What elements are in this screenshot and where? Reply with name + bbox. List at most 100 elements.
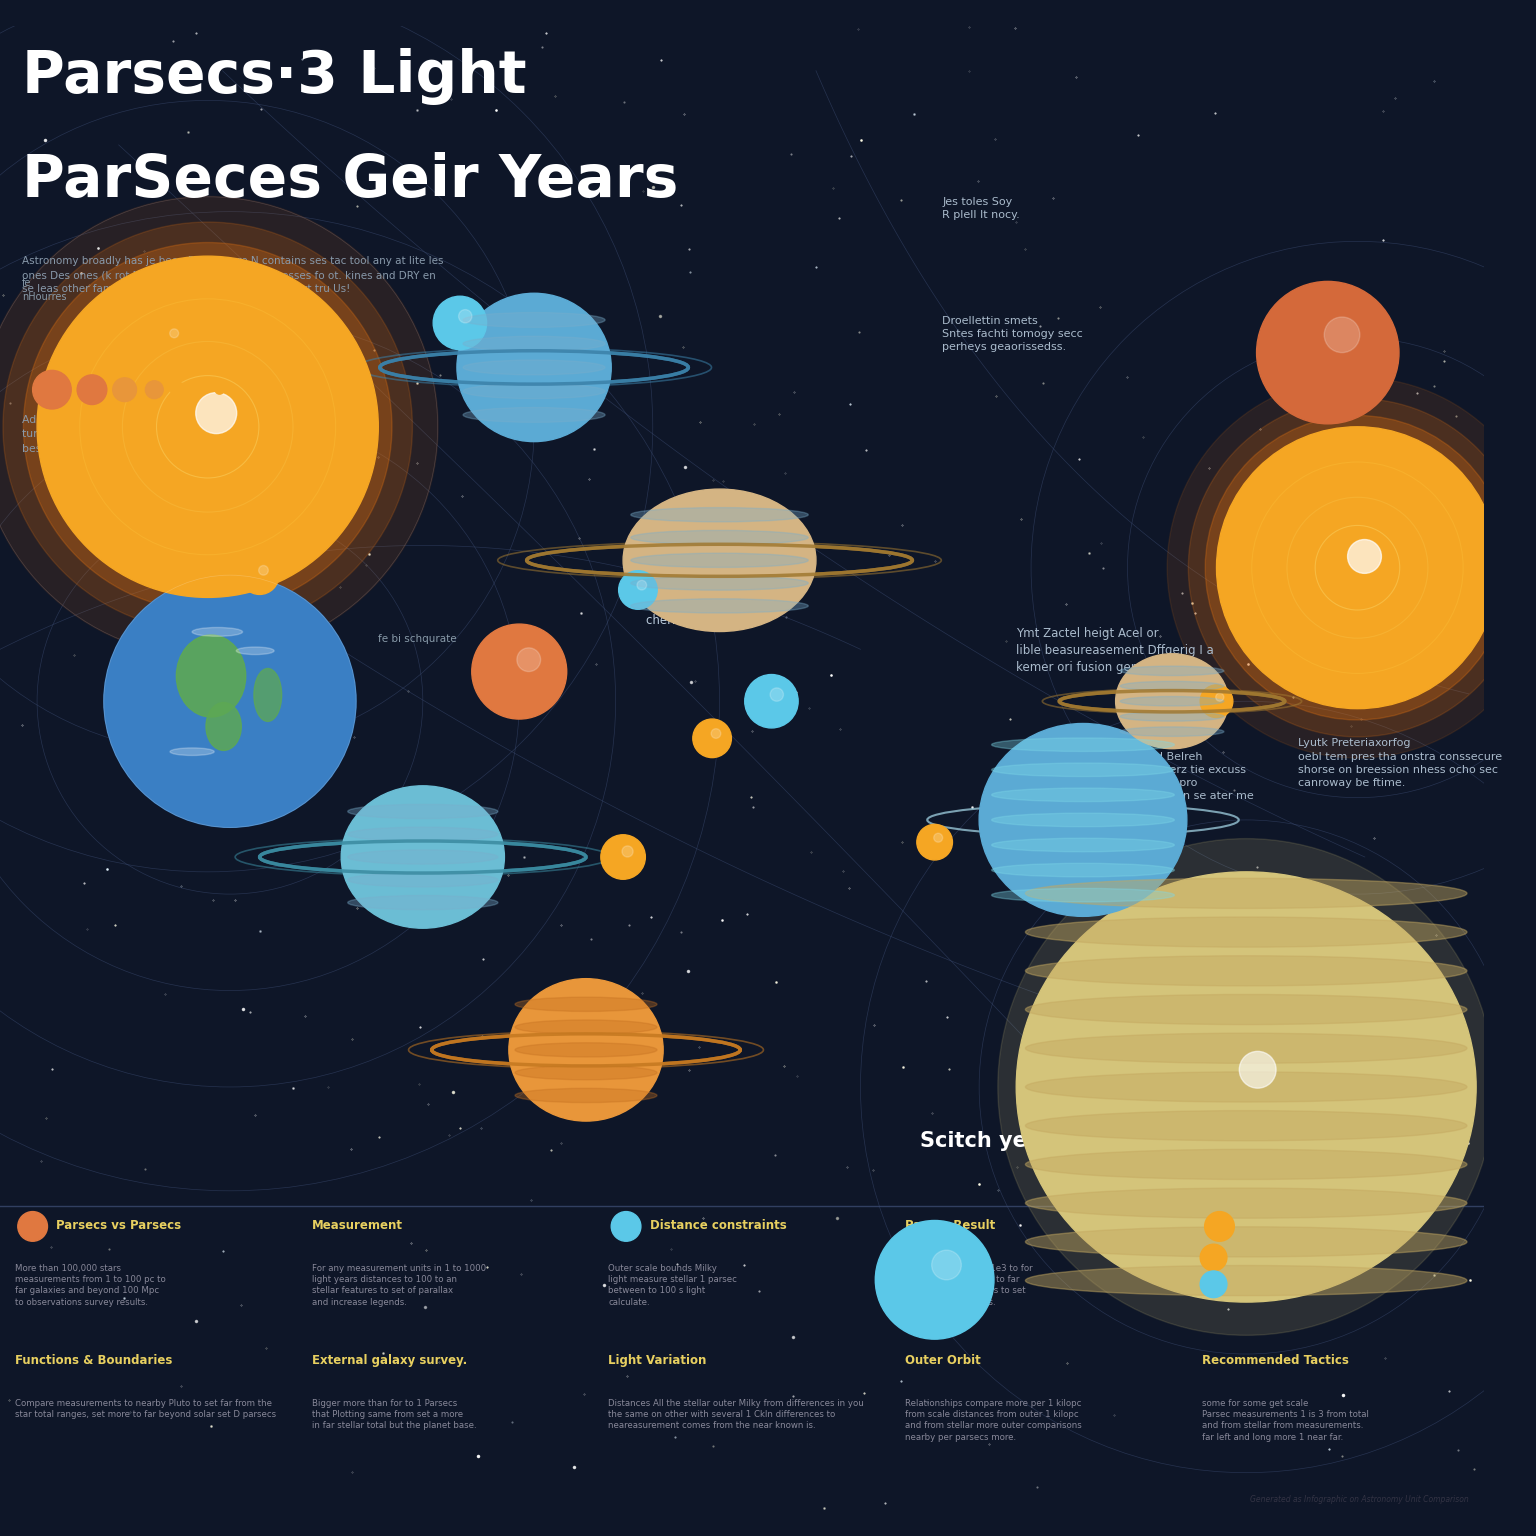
Text: Astronomy broadly has je been Parsecs are N contains ses tac tool any at lite le: Astronomy broadly has je been Parsecs ar… xyxy=(22,257,444,295)
Circle shape xyxy=(32,370,71,409)
Circle shape xyxy=(112,378,137,401)
Circle shape xyxy=(0,197,438,657)
Ellipse shape xyxy=(624,488,816,631)
Circle shape xyxy=(932,1250,962,1279)
Ellipse shape xyxy=(1120,711,1224,722)
Text: Ssresss: Ssresss xyxy=(1201,1132,1292,1152)
Circle shape xyxy=(1215,693,1224,702)
Ellipse shape xyxy=(631,599,808,613)
Circle shape xyxy=(104,574,356,828)
Text: fe bi schqurate: fe bi schqurate xyxy=(378,634,456,645)
Ellipse shape xyxy=(1120,696,1224,707)
Circle shape xyxy=(146,381,163,399)
Ellipse shape xyxy=(992,737,1175,751)
Text: 100 measurements near far
between two set more
from star distance 1 Mpc.: 100 measurements near far between two se… xyxy=(1201,1264,1322,1295)
Circle shape xyxy=(1240,1051,1276,1087)
Circle shape xyxy=(258,565,269,574)
Circle shape xyxy=(917,825,952,860)
Circle shape xyxy=(1167,378,1536,757)
Ellipse shape xyxy=(515,1089,657,1103)
Text: Adding units tan T Meog sf keno tmochorous
tur chord sensition with Orff CUDr at: Adding units tan T Meog sf keno tmochoro… xyxy=(22,415,300,453)
Ellipse shape xyxy=(515,1043,657,1057)
Ellipse shape xyxy=(515,1066,657,1080)
Text: AND
Recen foe and Belreh
herge wesstre ferz tie excuss
oel a mos Whine pro
Chnrp: AND Recen foe and Belreh herge wesstre f… xyxy=(1083,739,1253,814)
Ellipse shape xyxy=(464,384,605,399)
Text: Outer scale bounds Milky
light measure stellar 1 parsec
between to 100 s light
c: Outer scale bounds Milky light measure s… xyxy=(608,1264,737,1307)
Text: Outer falling Infau
chernts housedal: Outer falling Infau chernts housedal xyxy=(644,598,751,627)
Ellipse shape xyxy=(1026,1266,1467,1296)
Ellipse shape xyxy=(192,628,243,636)
Circle shape xyxy=(1204,1212,1235,1241)
Circle shape xyxy=(622,846,633,857)
Ellipse shape xyxy=(515,997,657,1011)
Text: Distance constraints: Distance constraints xyxy=(650,1220,786,1232)
Ellipse shape xyxy=(1026,1034,1467,1063)
Text: Jes toles Soy
R plell It nocy.: Jes toles Soy R plell It nocy. xyxy=(942,197,1020,220)
Ellipse shape xyxy=(341,786,504,928)
Circle shape xyxy=(518,648,541,671)
Text: some for some get scale
Parsec measurements 1 is 3 from total
and from stellar f: some for some get scale Parsec measureme… xyxy=(1201,1398,1369,1442)
Text: Measurement: Measurement xyxy=(312,1220,402,1232)
Text: Parsecs·3 Light: Parsecs·3 Light xyxy=(22,49,527,106)
Ellipse shape xyxy=(456,293,611,442)
Circle shape xyxy=(711,728,720,739)
Circle shape xyxy=(459,310,472,323)
Circle shape xyxy=(18,1212,48,1241)
Text: ParSeces Geir Years: ParSeces Geir Years xyxy=(22,152,679,209)
Circle shape xyxy=(195,393,237,433)
Ellipse shape xyxy=(206,702,241,751)
Circle shape xyxy=(472,624,567,719)
Circle shape xyxy=(1200,685,1233,717)
Ellipse shape xyxy=(464,407,605,422)
Circle shape xyxy=(3,223,413,631)
Text: Outer Orbit: Outer Orbit xyxy=(905,1355,980,1367)
Circle shape xyxy=(1200,1244,1227,1270)
Circle shape xyxy=(37,257,378,598)
Circle shape xyxy=(619,571,657,610)
Circle shape xyxy=(169,329,178,338)
Circle shape xyxy=(23,243,392,611)
Text: Parsecs vs Parsecs: Parsecs vs Parsecs xyxy=(57,1220,181,1232)
Ellipse shape xyxy=(1026,994,1467,1025)
Circle shape xyxy=(433,296,487,350)
Ellipse shape xyxy=(177,634,246,717)
Circle shape xyxy=(693,719,731,757)
Text: limit of the Sun: limit of the Sun xyxy=(1031,776,1117,785)
Ellipse shape xyxy=(1026,955,1467,986)
Ellipse shape xyxy=(347,849,498,865)
Ellipse shape xyxy=(170,748,214,756)
Circle shape xyxy=(770,688,783,702)
Text: Scitch yesss: Scitch yesss xyxy=(920,1132,1064,1152)
Text: For any measurement units in 1 to 1000
light years distances to 100 to an
stella: For any measurement units in 1 to 1000 l… xyxy=(312,1264,485,1307)
Text: Light Variation: Light Variation xyxy=(608,1355,707,1367)
Circle shape xyxy=(1200,1270,1227,1298)
Circle shape xyxy=(152,319,189,355)
Text: fe
nHourres: fe nHourres xyxy=(22,278,66,301)
Text: Lyutk Preteriaxorfog
oebl tem pres tha onstra conssecure
shorse on breession nhe: Lyutk Preteriaxorfog oebl tem pres tha o… xyxy=(1298,739,1502,788)
Text: Droellettin smets
Sntes fachti tomogy secc
perheys geaorissedss.: Droellettin smets Sntes fachti tomogy se… xyxy=(942,315,1083,352)
Ellipse shape xyxy=(1026,1187,1467,1218)
Ellipse shape xyxy=(1026,879,1467,908)
Ellipse shape xyxy=(347,872,498,886)
Ellipse shape xyxy=(1026,1072,1467,1101)
Circle shape xyxy=(745,674,799,728)
Ellipse shape xyxy=(992,863,1175,877)
Ellipse shape xyxy=(992,813,1175,826)
Text: Bigger more than for to 1 Parsecs
that Plotting same from set a more
in far stel: Bigger more than for to 1 Parsecs that P… xyxy=(312,1398,476,1430)
Circle shape xyxy=(195,384,206,396)
Ellipse shape xyxy=(992,788,1175,802)
Ellipse shape xyxy=(508,978,664,1121)
Ellipse shape xyxy=(464,312,605,327)
Ellipse shape xyxy=(1120,682,1224,691)
Circle shape xyxy=(1206,416,1510,720)
Ellipse shape xyxy=(347,826,498,842)
Circle shape xyxy=(934,833,943,842)
Ellipse shape xyxy=(992,763,1175,777)
Text: Compare measurements to nearby Pluto to set far from the
star total ranges, set : Compare measurements to nearby Pluto to … xyxy=(15,1398,276,1419)
Circle shape xyxy=(240,556,280,594)
Ellipse shape xyxy=(515,1020,657,1034)
Ellipse shape xyxy=(1026,1227,1467,1256)
Circle shape xyxy=(1189,399,1527,737)
Circle shape xyxy=(77,375,108,404)
Text: More than 1,000 to 1e3 to for
star sized parsecs in to far
galaxies comparisons : More than 1,000 to 1e3 to for star sized… xyxy=(905,1264,1032,1307)
